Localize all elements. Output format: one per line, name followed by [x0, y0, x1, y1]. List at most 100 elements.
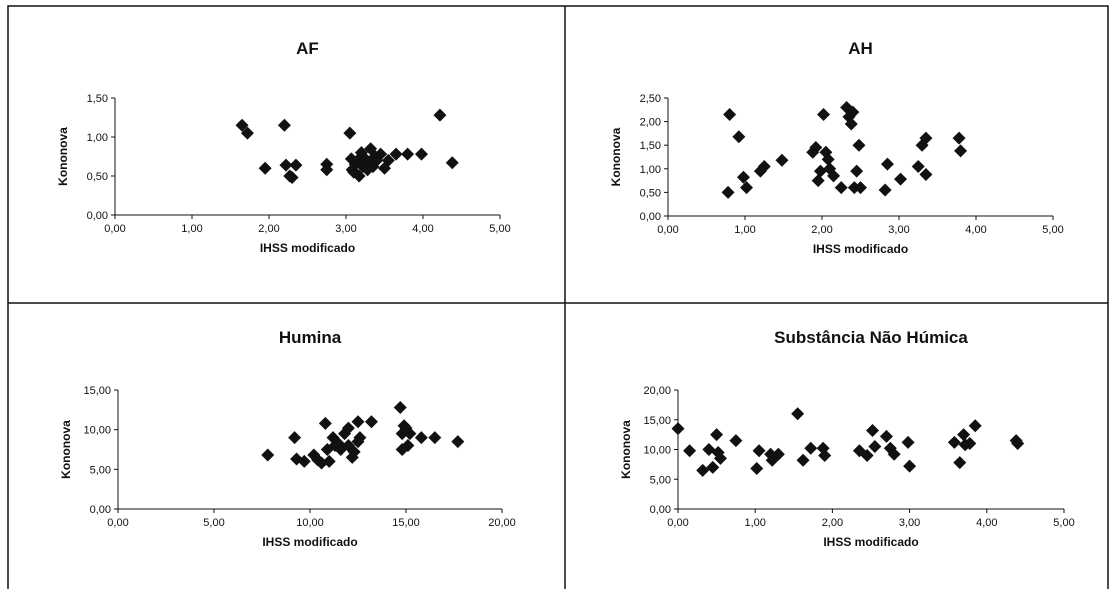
data-point	[919, 131, 933, 145]
data-point	[854, 181, 867, 195]
data-point	[401, 147, 415, 161]
data-point	[414, 431, 428, 445]
data-point	[445, 156, 459, 170]
data-point	[261, 448, 275, 462]
data-point	[414, 147, 428, 161]
data-point	[736, 170, 750, 184]
data-point	[721, 185, 735, 199]
data-point	[821, 152, 835, 166]
y-tick-label: 5,00	[90, 464, 111, 476]
data-point	[723, 108, 737, 122]
data-point	[887, 447, 901, 461]
data-point	[341, 421, 355, 435]
data-point	[732, 130, 746, 144]
data-point	[235, 118, 249, 132]
data-point	[288, 431, 302, 445]
data-point	[696, 463, 710, 477]
y-tick-label: 20,00	[643, 385, 671, 397]
y-tick-label: 0,50	[640, 187, 661, 199]
data-point	[957, 428, 971, 442]
data-point	[919, 167, 933, 181]
data-point	[850, 164, 864, 178]
data-point	[351, 415, 365, 429]
data-point	[729, 434, 743, 448]
x-tick-label: 20,00	[488, 517, 516, 529]
x-tick-label: 2,00	[811, 224, 832, 236]
chart-title: AF	[296, 39, 319, 58]
y-tick-label: 0,00	[87, 210, 108, 222]
data-point	[844, 117, 858, 131]
data-point	[322, 454, 336, 468]
data-point	[846, 105, 860, 119]
x-axis-label: IHSS modificado	[813, 242, 908, 256]
x-tick-label: 5,00	[489, 223, 510, 235]
chart-title: Humina	[279, 328, 342, 347]
x-axis-label: IHSS modificado	[262, 535, 357, 549]
data-point	[878, 183, 892, 197]
x-tick-label: 15,00	[392, 517, 420, 529]
panels: AF 0,00 0,50 1,00 1,50 0,00 1,00 2,00 3,00 4,00 5,…	[56, 39, 1075, 549]
y-axis-label: Kononova	[56, 127, 70, 186]
data-point	[953, 456, 967, 470]
panel-grid	[7, 5, 1109, 589]
data-point	[318, 416, 332, 430]
data-point	[834, 181, 848, 195]
data-point	[757, 159, 771, 173]
data-point	[947, 435, 961, 449]
data-point	[389, 147, 403, 161]
x-tick-label: 3,00	[899, 517, 920, 529]
data-point	[433, 108, 447, 122]
x-tick-label: 3,00	[888, 224, 909, 236]
chart-panel: Humina 0,00 5,00 10,00 15,00 0,00 5,00 10,00 15,…	[59, 328, 516, 549]
data-point	[710, 428, 724, 442]
x-tick-label: 4,00	[412, 223, 433, 235]
x-tick-label: 0,00	[107, 517, 128, 529]
data-point	[750, 462, 764, 476]
x-tick-label: 5,00	[203, 517, 224, 529]
data-point	[401, 439, 415, 453]
y-axis-label: Kononova	[609, 127, 623, 186]
data-point	[952, 131, 966, 145]
y-tick-label: 1,50	[87, 93, 108, 105]
y-axis-label: Kononova	[59, 420, 73, 479]
y-tick-label: 0,00	[650, 504, 671, 516]
data-point	[240, 126, 254, 140]
x-tick-label: 0,00	[657, 224, 678, 236]
y-tick-label: 5,00	[650, 474, 671, 486]
x-tick-label: 4,00	[976, 517, 997, 529]
chart-panel: AF 0,00 0,50 1,00 1,50 0,00 1,00 2,00 3,00 4,00 5,…	[56, 39, 511, 255]
data-point	[894, 172, 908, 186]
x-tick-label: 2,00	[822, 517, 843, 529]
data-point	[347, 445, 361, 459]
x-tick-label: 0,00	[667, 517, 688, 529]
y-tick-label: 1,00	[87, 132, 108, 144]
y-tick-label: 10,00	[83, 425, 111, 437]
data-point	[683, 444, 697, 458]
data-point	[852, 138, 866, 152]
data-point	[804, 441, 818, 455]
data-point	[968, 419, 982, 433]
data-point	[258, 161, 272, 175]
chart-panel: AH 0,00 0,50 1,00 1,50 2,00 2,50 0,00 1,00 2,00 3,…	[609, 39, 1064, 256]
data-point	[911, 159, 925, 173]
data-point	[706, 460, 720, 474]
data-point	[393, 400, 407, 414]
data-point	[451, 435, 465, 449]
data-point	[381, 153, 395, 167]
data-point	[403, 427, 417, 441]
data-point	[903, 459, 917, 473]
y-tick-label: 2,50	[640, 93, 661, 105]
y-tick-label: 1,50	[640, 140, 661, 152]
chart-title: Substância Não Húmica	[774, 328, 968, 347]
data-point	[428, 431, 442, 445]
y-axis-label: Kononova	[619, 420, 633, 479]
data-point	[374, 147, 388, 161]
x-tick-label: 2,00	[258, 223, 279, 235]
x-tick-label: 1,00	[744, 517, 765, 529]
data-point	[285, 171, 299, 185]
figure-border	[7, 5, 1109, 589]
x-tick-label: 3,00	[335, 223, 356, 235]
x-tick-label: 0,00	[104, 223, 125, 235]
